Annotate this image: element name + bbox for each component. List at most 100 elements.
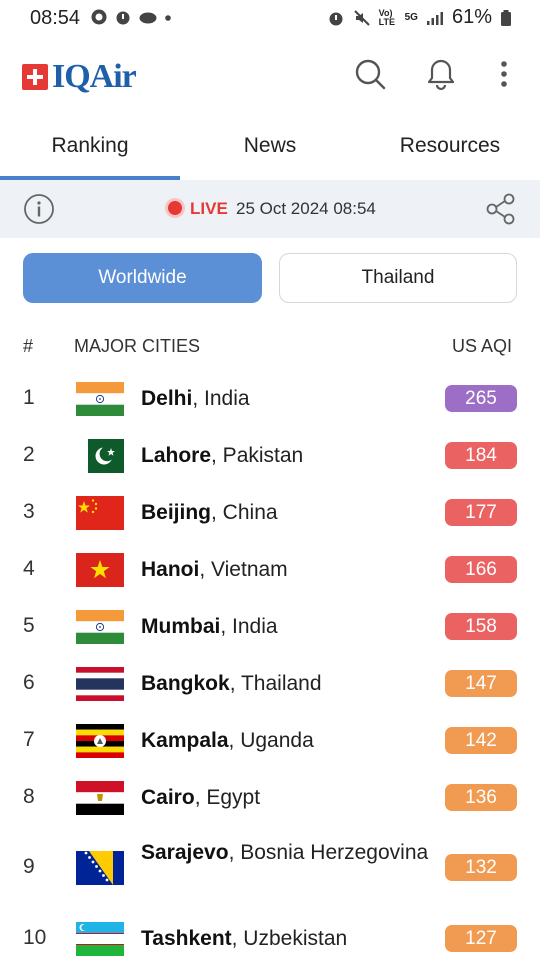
city-name: Sarajevo, Bosnia Herzegovina xyxy=(141,838,431,868)
rank-number: 5 xyxy=(23,614,35,637)
search-icon[interactable] xyxy=(352,56,388,92)
tab-bar: Ranking News Resources xyxy=(0,112,540,180)
notification-icons xyxy=(90,8,172,26)
live-bar: LIVE 25 Oct 2024 08:54 xyxy=(0,180,540,238)
country-label: , India xyxy=(192,387,250,410)
tab-ranking[interactable]: Ranking xyxy=(0,112,180,180)
worldwide-button[interactable]: Worldwide xyxy=(23,253,262,303)
country-label: , Thailand xyxy=(229,672,322,695)
alarm-icon xyxy=(329,12,343,25)
status-bar: 08:54 Vo) LTE 5G 61% xyxy=(0,0,540,36)
volte-indicator: Vo) LTE xyxy=(378,7,395,27)
city-label: Kampala xyxy=(141,729,229,752)
signal-icon xyxy=(426,11,443,25)
india-flag-icon xyxy=(76,382,124,416)
aqi-badge: 166 xyxy=(445,556,517,583)
city-label: Delhi xyxy=(141,387,193,410)
city-name: Delhi, India xyxy=(141,384,431,414)
status-time: 08:54 xyxy=(30,7,81,29)
aqi-badge: 127 xyxy=(445,925,517,952)
swiss-cross-icon xyxy=(22,64,48,90)
app-bar: IQAir xyxy=(0,36,540,112)
city-name: Lahore, Pakistan xyxy=(141,441,431,471)
tab-resources[interactable]: Resources xyxy=(360,112,540,180)
city-name: Tashkent, Uzbekistan xyxy=(141,924,431,954)
country-label: , Egypt xyxy=(194,786,261,809)
city-name: Kampala, Uganda xyxy=(141,726,431,756)
country-label: , China xyxy=(211,501,278,524)
notification-app-icon xyxy=(91,9,107,25)
india-flag-icon xyxy=(76,610,124,644)
tab-ranking-label: Ranking xyxy=(51,134,129,157)
egypt-flag-icon xyxy=(76,781,124,815)
uganda-flag-icon xyxy=(76,724,124,758)
city-name: Mumbai, India xyxy=(141,612,431,642)
tab-news[interactable]: News xyxy=(180,112,360,180)
rank-number: 7 xyxy=(23,728,35,751)
country-label: , Uzbekistan xyxy=(231,927,348,950)
live-datetime: 25 Oct 2024 08:54 xyxy=(236,199,376,218)
share-icon[interactable] xyxy=(484,192,518,226)
aqi-badge: 158 xyxy=(445,613,517,640)
country-label: , Uganda xyxy=(228,729,314,752)
brand-name: IQAir xyxy=(52,58,137,95)
city-label: Lahore xyxy=(141,444,212,467)
live-indicator-icon xyxy=(168,201,182,215)
tab-resources-label: Resources xyxy=(399,134,501,157)
china-flag-icon xyxy=(76,496,124,530)
uzbekistan-flag-icon xyxy=(76,922,124,956)
city-label: Mumbai xyxy=(141,615,221,638)
battery-icon xyxy=(501,9,511,26)
city-label: Beijing xyxy=(141,501,212,524)
aqi-badge: 184 xyxy=(445,442,517,469)
iqair-logo: IQAir xyxy=(22,58,137,96)
rank-number: 1 xyxy=(23,386,35,409)
battery-percent: 61% xyxy=(451,6,492,28)
rank-column-header: # xyxy=(23,336,34,356)
city-name: Bangkok, Thailand xyxy=(141,669,431,699)
country-label: , Bosnia Herzegovina xyxy=(228,841,429,864)
thailand-flag-icon xyxy=(76,667,124,701)
tab-news-label: News xyxy=(243,134,297,157)
aqi-column-header: US AQI xyxy=(452,336,513,356)
city-name: Beijing, China xyxy=(141,498,431,528)
rank-number: 3 xyxy=(23,500,35,523)
rank-number: 4 xyxy=(23,557,35,580)
city-column-header: MAJOR CITIES xyxy=(74,336,201,356)
country-label: , India xyxy=(220,615,278,638)
vietnam-flag-icon xyxy=(76,553,124,587)
bell-icon[interactable] xyxy=(423,56,459,92)
country-label: , Vietnam xyxy=(199,558,288,581)
city-label: Cairo xyxy=(141,786,195,809)
more-options-icon[interactable] xyxy=(486,56,522,92)
info-icon[interactable] xyxy=(23,193,55,225)
pakistan-flag-icon xyxy=(76,439,124,473)
city-label: Hanoi xyxy=(141,558,200,581)
aqi-badge: 147 xyxy=(445,670,517,697)
more-notifications-dot-icon xyxy=(165,15,171,21)
rank-number: 9 xyxy=(23,855,35,878)
city-label: Bangkok xyxy=(141,672,230,695)
bosnia-flag-icon xyxy=(76,851,124,885)
mute-icon xyxy=(353,9,370,26)
rank-number: 8 xyxy=(23,785,35,808)
city-label: Tashkent xyxy=(141,927,232,950)
aqi-badge: 136 xyxy=(445,784,517,811)
system-icons: Vo) LTE 5G 61% xyxy=(327,6,512,29)
live-label: LIVE xyxy=(190,199,228,218)
worldwide-label: Worldwide xyxy=(98,267,187,288)
weather-notification-icon xyxy=(139,12,157,24)
active-tab-indicator xyxy=(0,176,180,180)
thailand-label: Thailand xyxy=(361,267,435,288)
network-type: 5G xyxy=(404,12,418,23)
thailand-button[interactable]: Thailand xyxy=(279,253,517,303)
aqi-badge: 142 xyxy=(445,727,517,754)
aqi-badge: 177 xyxy=(445,499,517,526)
rank-number: 6 xyxy=(23,671,35,694)
rank-number: 2 xyxy=(23,443,35,466)
rank-number: 10 xyxy=(23,926,47,949)
city-name: Hanoi, Vietnam xyxy=(141,555,431,585)
country-label: , Pakistan xyxy=(211,444,304,467)
aqi-badge: 132 xyxy=(445,854,517,881)
city-label: Sarajevo xyxy=(141,841,229,864)
